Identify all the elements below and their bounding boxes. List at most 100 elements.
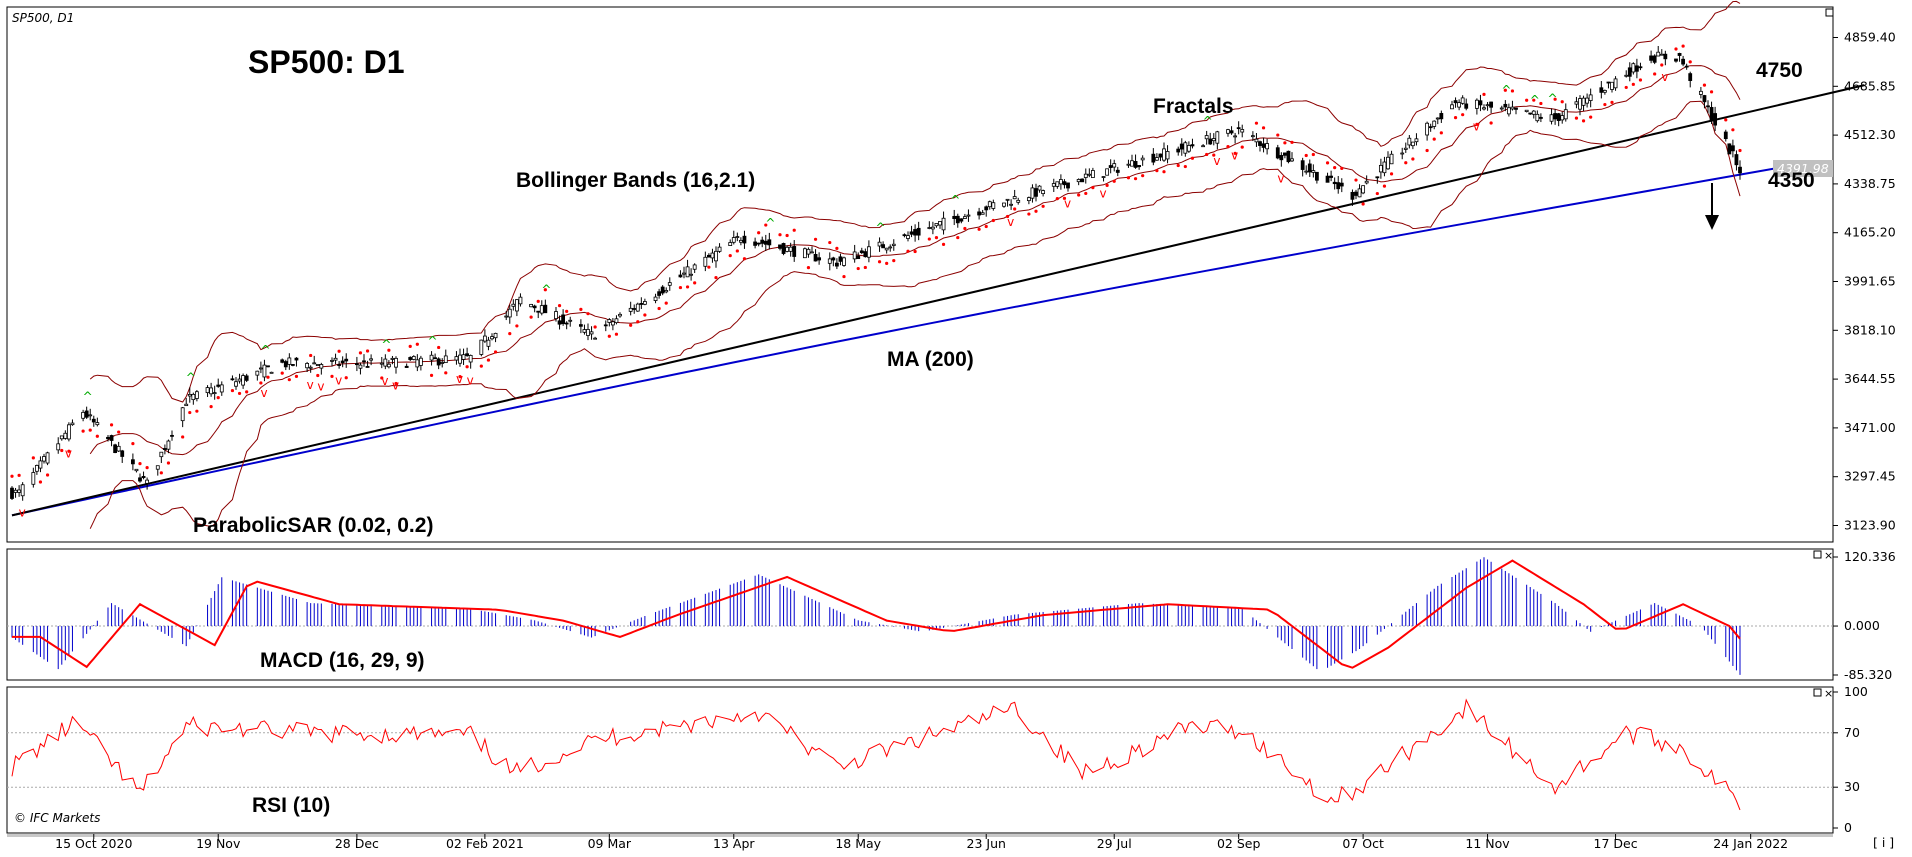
candle-body [1261,143,1266,148]
price-candle [187,387,192,403]
price-candle [1574,96,1579,109]
price-candle [955,213,960,228]
price-candle [653,293,658,304]
sar-dot [1489,121,1493,125]
candle-body [1140,157,1145,161]
price-candle [1304,165,1309,175]
candle-body [1485,104,1490,107]
candle-body [1087,173,1092,176]
candle-body [1524,109,1529,112]
sar-dot [1013,207,1017,211]
candle-body [1336,182,1341,190]
price-candle [1560,111,1565,124]
price-candle [763,234,768,251]
candle-body [308,366,313,369]
candle-body [70,422,75,426]
candle-body [618,313,622,317]
candle-body [1233,135,1238,138]
price-candle [877,237,882,252]
price-candle [785,245,790,253]
price-candle [379,356,384,369]
candle-body [1723,131,1728,140]
price-candle [1400,147,1405,160]
candle-body [1528,112,1533,115]
date-axis: 15 Oct 2020 19 Nov 28 Dec 02 Feb 2021 09 Mar… [7,834,1833,851]
price-candle [1083,168,1088,184]
candle-body [760,239,765,244]
candle-body [280,359,285,363]
price-candle [415,354,420,372]
price-candle [180,406,185,428]
candle-body [1279,155,1284,161]
price-candle [991,199,996,211]
price-candle [909,225,914,238]
price-candle [386,360,391,369]
sar-dot [856,266,860,271]
macd-panel-maximize-icon[interactable] [1813,550,1822,559]
sar-dot [1361,202,1365,206]
candle-body [1464,103,1469,109]
candle-body [628,307,633,312]
candle-body [287,357,292,365]
sar-dot [437,345,441,350]
rsi-panel-maximize-icon[interactable] [1813,688,1822,697]
price-candle [1585,93,1590,108]
price-candle [1738,160,1742,180]
candle-body [81,411,86,419]
main-panel-maximize-icon[interactable] [1825,8,1834,17]
fractal-up-marker: ^ [186,370,196,384]
price-candle [1727,143,1732,155]
price-candle [1154,153,1159,161]
macd-panel-close-icon[interactable]: × [1824,549,1833,562]
rsi-panel-close-icon[interactable]: × [1824,687,1833,700]
sar-dot [1638,78,1643,82]
sar-dot [1141,174,1145,178]
price-candle [1282,152,1287,159]
candle-body [1101,176,1106,178]
candle-body [1606,81,1611,84]
price-candle [987,200,992,210]
candle-body [1730,145,1735,152]
price-candle [308,365,313,373]
candle-body [333,357,338,361]
candle-body [130,459,135,465]
price-candle [354,356,359,372]
price-candle [1453,97,1458,108]
sar-dot [1233,151,1237,155]
sar-dot [1375,191,1379,196]
price-candle [1723,129,1728,142]
price-candle [1229,126,1234,135]
candle-body [838,256,843,262]
candle-body [429,354,434,361]
sar-dot [1560,100,1564,104]
candle-body [792,246,797,257]
candle-body [941,217,946,231]
candle-body [657,291,662,296]
price-candle [454,351,459,365]
price-candle [1186,141,1191,153]
sar-dot [1475,122,1479,127]
price-candle [141,471,146,480]
candle-body [1538,116,1543,119]
candle-body [1005,198,1010,201]
price-candle [1510,100,1515,111]
sar-dot [1254,121,1259,125]
candle-body [1115,169,1120,173]
sar-dot [806,266,811,270]
candle-body [358,364,363,369]
price-candle [941,211,946,235]
candle-body [1041,190,1046,195]
sar-dot [991,218,995,223]
sar-dot [1425,148,1429,153]
candle-body [1677,53,1682,56]
candle-body [1627,67,1632,77]
price-candle [767,232,772,250]
annotation-rsi: RSI (10) [252,794,330,817]
candle-body [1208,138,1213,145]
sar-dot [458,374,462,379]
sar-dot [1681,44,1685,48]
sar-dot [31,456,35,460]
candle-body [753,241,758,246]
annotation-fractals: Fractals [1153,95,1234,118]
candle-body [1709,107,1714,122]
